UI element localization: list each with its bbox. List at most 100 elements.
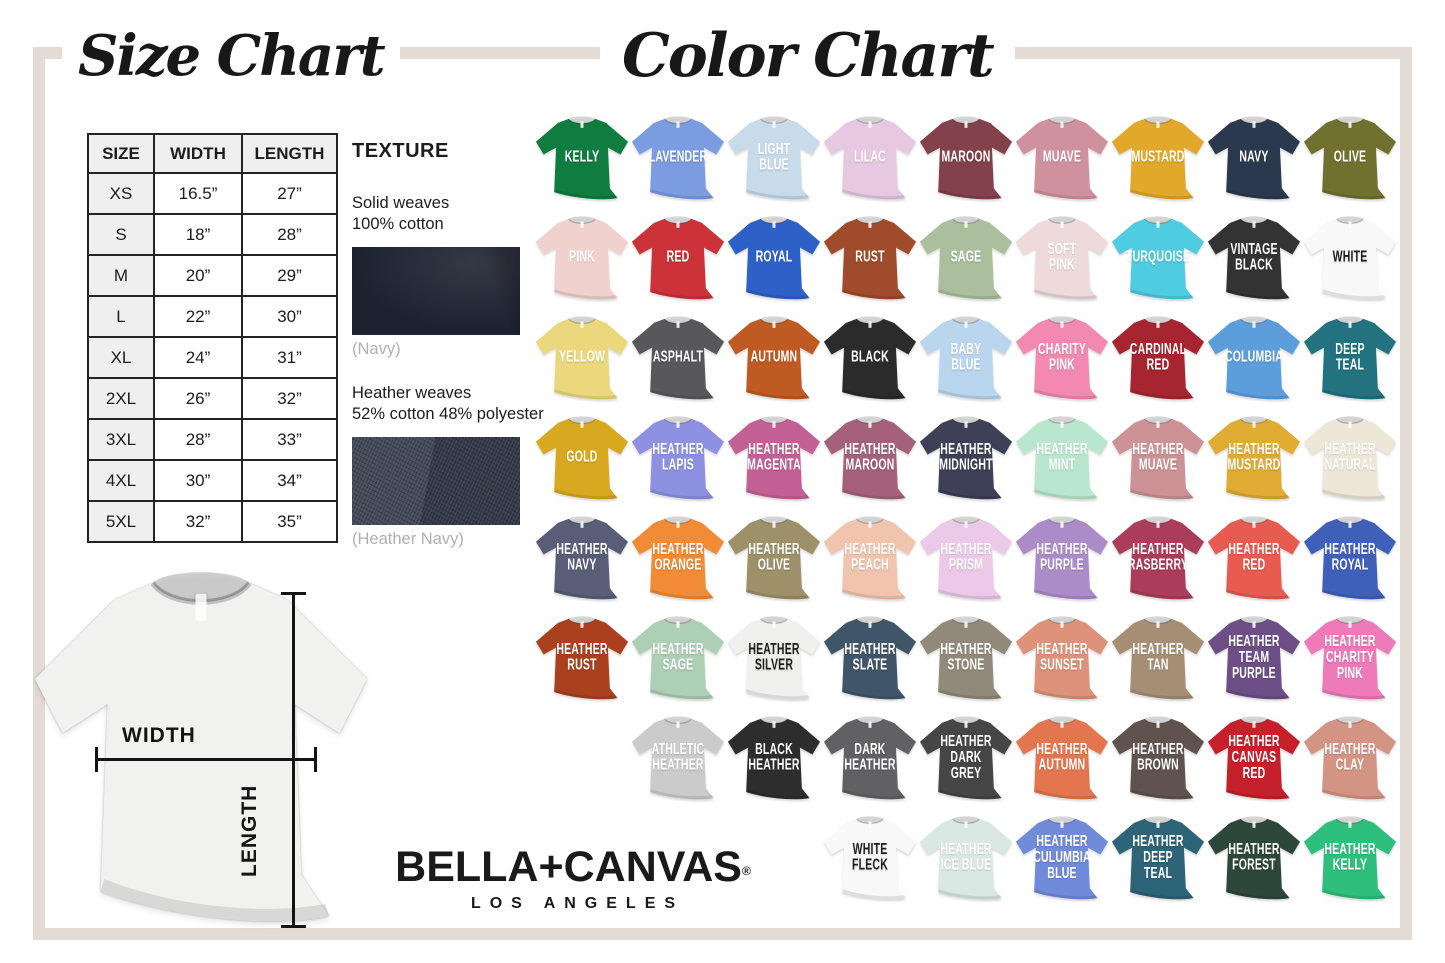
tee-icon (918, 112, 1014, 207)
width-measure-label: WIDTH (122, 724, 196, 747)
tee-icon (1014, 312, 1110, 407)
tee-icon (1110, 312, 1206, 407)
length-cell: 28” (241, 213, 338, 256)
color-swatch-tee: DARK HEATHER (822, 712, 918, 812)
color-swatch-tee: HEATHER CLAY (1302, 712, 1398, 812)
tee-icon (1302, 412, 1398, 507)
tee-icon (1110, 812, 1206, 907)
color-swatch-tee: HEATHER NATURAL (1302, 412, 1398, 512)
size-table-body: XS 16.5” 27” S 18” 28” M 20” 29” L 22” 3… (87, 172, 338, 543)
color-swatch-tee: RED (630, 212, 726, 312)
size-cell: 4XL (87, 459, 155, 502)
color-row: GOLD HEATHER LAPIS HEATHER MAGENTA HEATH… (534, 412, 1398, 512)
length-cell: 35” (241, 500, 338, 543)
color-swatch-tee: ASPHALT (630, 312, 726, 412)
tee-icon (1206, 812, 1302, 907)
color-swatch-tee: SOFT PINK (1014, 212, 1110, 312)
heather-navy-fabric-swatch (352, 436, 520, 525)
color-swatch-tee: HEATHER SAGE (630, 612, 726, 712)
width-cell: 16.5” (153, 172, 243, 215)
color-swatch-tee: BLACK HEATHER (726, 712, 822, 812)
size-table: SIZE WIDTH LENGTH XS 16.5” 27” S 18” 28”… (87, 133, 338, 543)
tee-icon (1302, 312, 1398, 407)
length-cell: 31” (241, 336, 338, 379)
color-swatch-tee: PINK (534, 212, 630, 312)
size-cell: XL (87, 336, 155, 379)
color-swatch-tee: HEATHER ROYAL (1302, 512, 1398, 612)
color-swatch-tee: ROYAL (726, 212, 822, 312)
tee-icon (1302, 212, 1398, 307)
tee-icon (630, 712, 726, 807)
tee-icon (1206, 412, 1302, 507)
color-swatch-tee: HEATHER STONE (918, 612, 1014, 712)
width-cell: 22” (153, 295, 243, 338)
color-swatch-tee: LAVENDER (630, 112, 726, 212)
color-swatch-tee: DEEP TEAL (1302, 312, 1398, 412)
size-table-header-width: WIDTH (153, 133, 243, 174)
heather-navy-swatch-caption: (Heather Navy) (352, 529, 464, 548)
tee-icon (726, 212, 822, 307)
size-table-row: XL 24” 31” (87, 336, 338, 379)
color-swatch-tee: WHITE (1302, 212, 1398, 312)
color-swatch-tee: ATHLETIC HEATHER (630, 712, 726, 812)
brand-city: LOS ANGELES (470, 895, 685, 912)
color-swatch-tee: HEATHER RUST (534, 612, 630, 712)
navy-fabric-swatch (352, 246, 520, 335)
tee-icon (1302, 612, 1398, 707)
tee-icon (822, 812, 918, 907)
tee-icon (1110, 712, 1206, 807)
color-swatch-tee: TURQUOISE (1110, 212, 1206, 312)
color-grid: KELLY LAVENDER LIGHT BLUE LILAC MAROON M… (534, 112, 1398, 912)
solid-weave-label: Solid weaves 100% cotton (352, 194, 450, 234)
tee-icon (726, 412, 822, 507)
tee-icon (630, 512, 726, 607)
color-swatch-tee: HEATHER TEAM PURPLE (1206, 612, 1302, 712)
tee-icon (630, 112, 726, 207)
color-swatch-tee: HEATHER PEACH (822, 512, 918, 612)
tee-icon (534, 412, 630, 507)
color-swatch-tee: HEATHER AUTUMN (1014, 712, 1110, 812)
tee-icon (918, 812, 1014, 907)
length-measure-line (281, 592, 306, 928)
size-chart-title: Size Chart (62, 0, 400, 112)
color-swatch-tee: AUTUMN (726, 312, 822, 412)
tee-icon (822, 512, 918, 607)
tee-icon (1014, 112, 1110, 207)
color-row: ATHLETIC HEATHER BLACK HEATHER DARK HEAT… (534, 712, 1398, 812)
size-cell: S (87, 213, 155, 256)
tee-icon (1302, 712, 1398, 807)
color-swatch-tee: HEATHER MAROON (822, 412, 918, 512)
color-row: HEATHER NAVY HEATHER ORANGE HEATHER OLIV… (534, 512, 1398, 612)
color-chart-title-text: Color Chart (622, 21, 995, 91)
tee-icon (630, 612, 726, 707)
color-swatch-tee: HEATHER RASBERRY (1110, 512, 1206, 612)
texture-section: TEXTURE Solid weaves 100% cotton (Navy) … (352, 140, 562, 549)
color-swatch-tee: HEATHER NAVY (534, 512, 630, 612)
color-row: YELLOW ASPHALT AUTUMN BLACK BABY BLUE CH… (534, 312, 1398, 412)
color-swatch-tee: HEATHER SLATE (822, 612, 918, 712)
tee-icon (726, 312, 822, 407)
color-swatch-tee: HEATHER KELLY (1302, 812, 1398, 912)
tee-icon (822, 412, 918, 507)
size-table-row: L 22” 30” (87, 295, 338, 338)
color-swatch-tee: HEATHER SILVER (726, 612, 822, 712)
color-swatch-tee: RUST (822, 212, 918, 312)
tee-icon (1014, 812, 1110, 907)
tee-icon (1110, 412, 1206, 507)
color-swatch-tee: VINTAGE BLACK (1206, 212, 1302, 312)
size-chart-title-text: Size Chart (78, 23, 386, 89)
color-swatch-tee: HEATHER DARK GREY (918, 712, 1014, 812)
tee-icon (1206, 312, 1302, 407)
tee-icon (1110, 612, 1206, 707)
width-cell: 26” (153, 377, 243, 420)
tee-icon (918, 412, 1014, 507)
color-swatch-tee: GOLD (534, 412, 630, 512)
size-table-row: M 20” 29” (87, 254, 338, 297)
brand-logo: BELLA+CANVAS® LOS ANGELES (368, 843, 778, 913)
color-swatch-tee: MUSTARD (1110, 112, 1206, 212)
tee-icon (1110, 212, 1206, 307)
color-swatch-tee: HEATHER SUNSET (1014, 612, 1110, 712)
tee-icon (726, 612, 822, 707)
color-swatch-tee: HEATHER FOREST (1206, 812, 1302, 912)
